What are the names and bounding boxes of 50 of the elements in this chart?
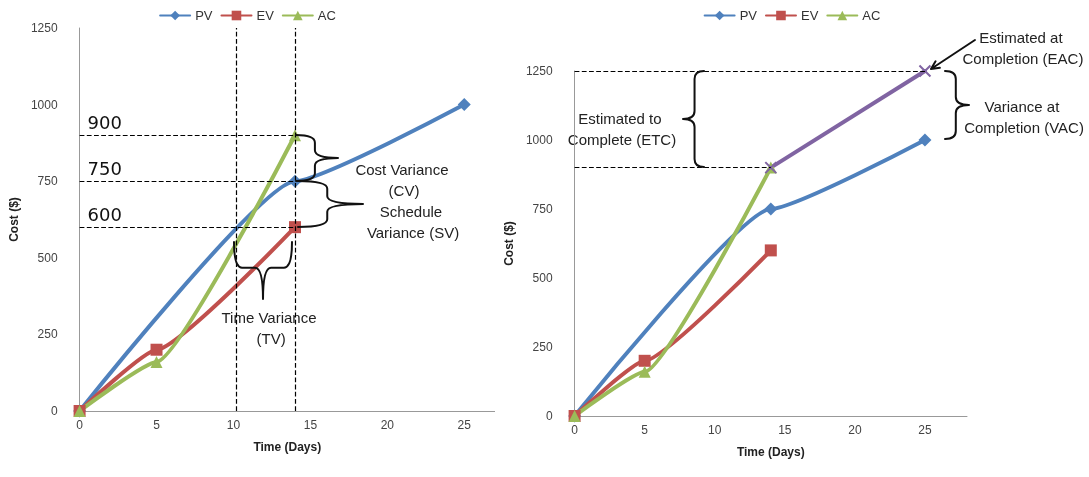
y-tick-label: 0 xyxy=(50,404,58,418)
x-axis-title: Time (Days) xyxy=(253,440,322,454)
y-tick-label: 750 xyxy=(37,174,58,189)
annotation: Schedule Variance (SV) xyxy=(366,203,460,241)
ref-line-label: 750 xyxy=(87,157,122,179)
y-tick-label: 0 xyxy=(545,409,553,423)
x-tick-label: 10 xyxy=(708,423,722,437)
x-tick-label: 25 xyxy=(918,423,932,437)
y-tick-label: 250 xyxy=(37,327,58,342)
x-axis-title: Time (Days) xyxy=(736,445,805,459)
point xyxy=(764,202,778,216)
legend-label: PV xyxy=(195,8,213,23)
y-tick-label: 1000 xyxy=(525,133,553,147)
annotation: Cost Variance (CV) xyxy=(355,161,453,199)
annotation: Estimated at Completion (EAC) xyxy=(962,29,1084,67)
ref-line-label: 900 xyxy=(87,111,122,133)
x-tick-label: 5 xyxy=(153,418,161,432)
y-tick-label: 500 xyxy=(532,271,553,285)
point xyxy=(638,354,651,367)
x-tick-label: 15 xyxy=(303,418,318,432)
legend-label: EV xyxy=(800,8,819,23)
y-axis-title: Cost ($) xyxy=(7,197,21,242)
x-tick-label: 0 xyxy=(76,418,84,432)
y-tick-label: 1250 xyxy=(525,64,553,78)
annotation: Time Variance (TV) xyxy=(221,309,317,347)
point xyxy=(764,244,777,257)
y-tick-label: 750 xyxy=(532,202,553,216)
y-axis-title: Cost ($) xyxy=(502,221,516,266)
annotation: Variance at Completion (VAC) xyxy=(964,98,1084,136)
x-tick-label: 10 xyxy=(226,418,241,432)
x-tick-label: 25 xyxy=(457,418,472,432)
y-tick-label: 500 xyxy=(37,250,58,265)
legend-label: AC xyxy=(862,8,881,23)
x-tick-label: 0 xyxy=(571,423,579,437)
legend-label: EV xyxy=(256,8,275,23)
ref-line-label: 600 xyxy=(87,203,122,225)
legend-label: AC xyxy=(317,8,336,23)
legend-label: PV xyxy=(739,8,758,23)
point xyxy=(918,133,932,147)
y-tick-label: 1250 xyxy=(30,21,58,35)
point xyxy=(150,343,163,356)
x-tick-label: 20 xyxy=(848,423,862,437)
point xyxy=(918,64,932,78)
point xyxy=(457,98,471,112)
x-tick-label: 5 xyxy=(641,423,649,437)
y-tick-label: 1000 xyxy=(30,97,58,112)
annotation: Estimated to Complete (ETC) xyxy=(567,110,677,148)
x-tick-label: 15 xyxy=(778,423,792,437)
y-tick-label: 250 xyxy=(532,340,553,354)
x-tick-label: 20 xyxy=(380,418,395,432)
